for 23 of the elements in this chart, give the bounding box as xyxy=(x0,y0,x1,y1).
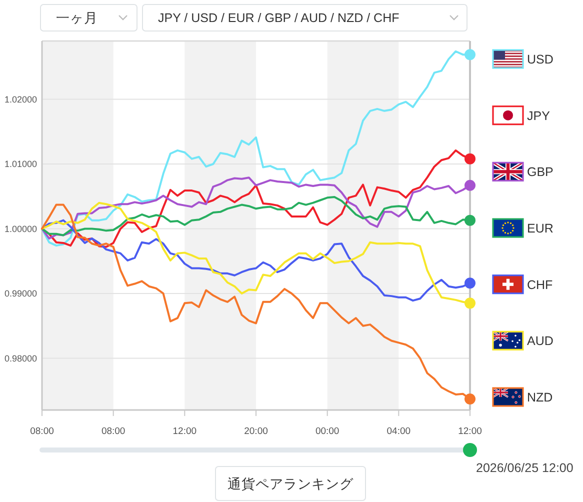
y-tick-label: 1.00000 xyxy=(4,224,37,234)
legend-label: JPY xyxy=(527,108,551,123)
x-tick-label: 08:00 xyxy=(101,426,126,437)
y-tick-label: 0.98000 xyxy=(4,353,37,364)
legend-label: EUR xyxy=(527,222,554,236)
legend-label: NZD xyxy=(527,390,553,404)
x-tick-label: 00:00 xyxy=(315,426,340,437)
text: 2026/06/25 12:00 xyxy=(476,461,574,475)
dropdown: JPY / USD / EUR / GBP / AUD / NZD / CHF xyxy=(142,4,468,32)
x-tick-label: 20:00 xyxy=(244,426,268,437)
x-tick-label: 04:00 xyxy=(386,426,411,437)
x-tick-label: 08:00 xyxy=(30,426,54,437)
legend-label: CHF xyxy=(527,278,554,292)
x-tick-label: 12:00 xyxy=(458,426,482,437)
y-tick-label: 0.99000 xyxy=(4,288,37,299)
legend-label: GBP xyxy=(527,165,554,180)
legend-label: USD xyxy=(527,52,554,66)
dropdown: 一ヶ月 xyxy=(40,4,138,32)
button: 通貨ペアランキング xyxy=(215,466,366,501)
y-tick-label: 1.02000 xyxy=(4,94,37,104)
x-tick-label: 12:00 xyxy=(172,426,197,437)
legend-label: AUD xyxy=(527,334,554,348)
y-tick-label: 1.01000 xyxy=(4,159,37,170)
